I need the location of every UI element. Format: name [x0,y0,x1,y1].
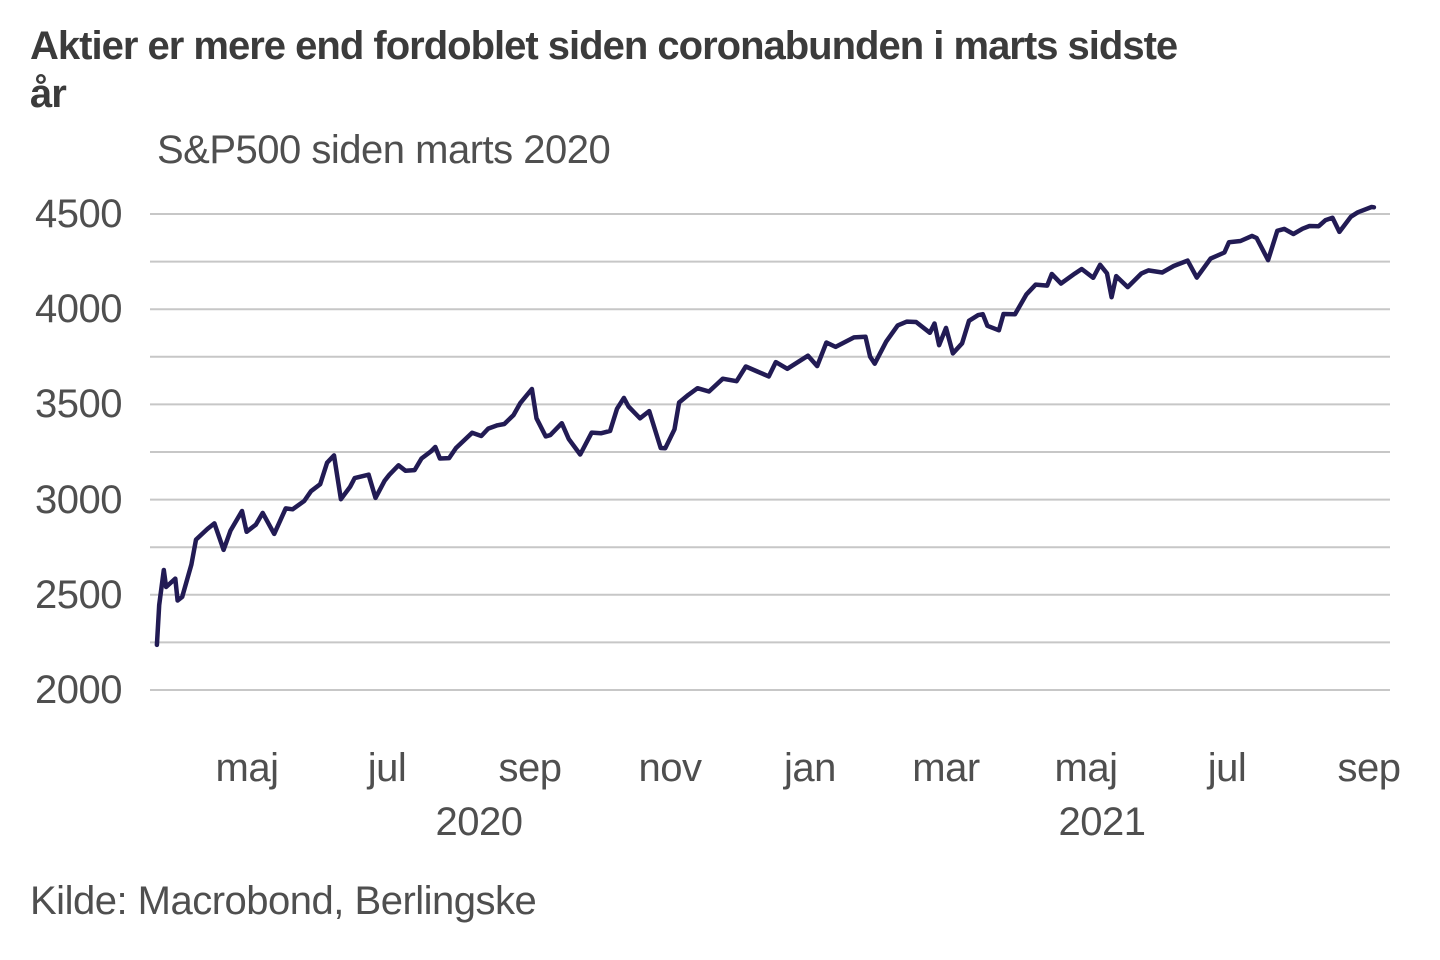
x-axis-year-label: 2020 [435,800,523,844]
page-title-line2: år [30,72,67,116]
source-caption: Kilde: Macrobond, Berlingske [30,879,537,923]
x-axis-year-label: 2021 [1058,800,1146,844]
chart-subtitle: S&P500 siden marts 2020 [157,128,611,172]
x-tick-label: maj [1054,746,1118,790]
page-title: Aktier er mere end fordoblet siden coron… [30,22,1420,118]
y-tick-label: 3000 [35,478,122,522]
x-tick-label: maj [215,746,279,790]
y-tick-label: 4000 [35,287,122,331]
x-tick-label: jan [784,746,836,790]
y-tick-label: 2000 [35,668,122,712]
x-tick-label: nov [638,746,703,790]
x-tick-label: mar [912,746,980,790]
y-tick-label: 4500 [35,192,122,236]
x-tick-label: jul [367,746,407,790]
page-title-line1: Aktier er mere end fordoblet siden coron… [30,24,1178,68]
x-tick-label: jul [1207,746,1247,790]
x-tick-label: sep [498,746,563,790]
x-tick-label: sep [1337,746,1402,790]
series-line-sp500 [154,204,1377,648]
y-tick-label: 3500 [35,382,122,426]
y-tick-label: 2500 [35,573,122,617]
